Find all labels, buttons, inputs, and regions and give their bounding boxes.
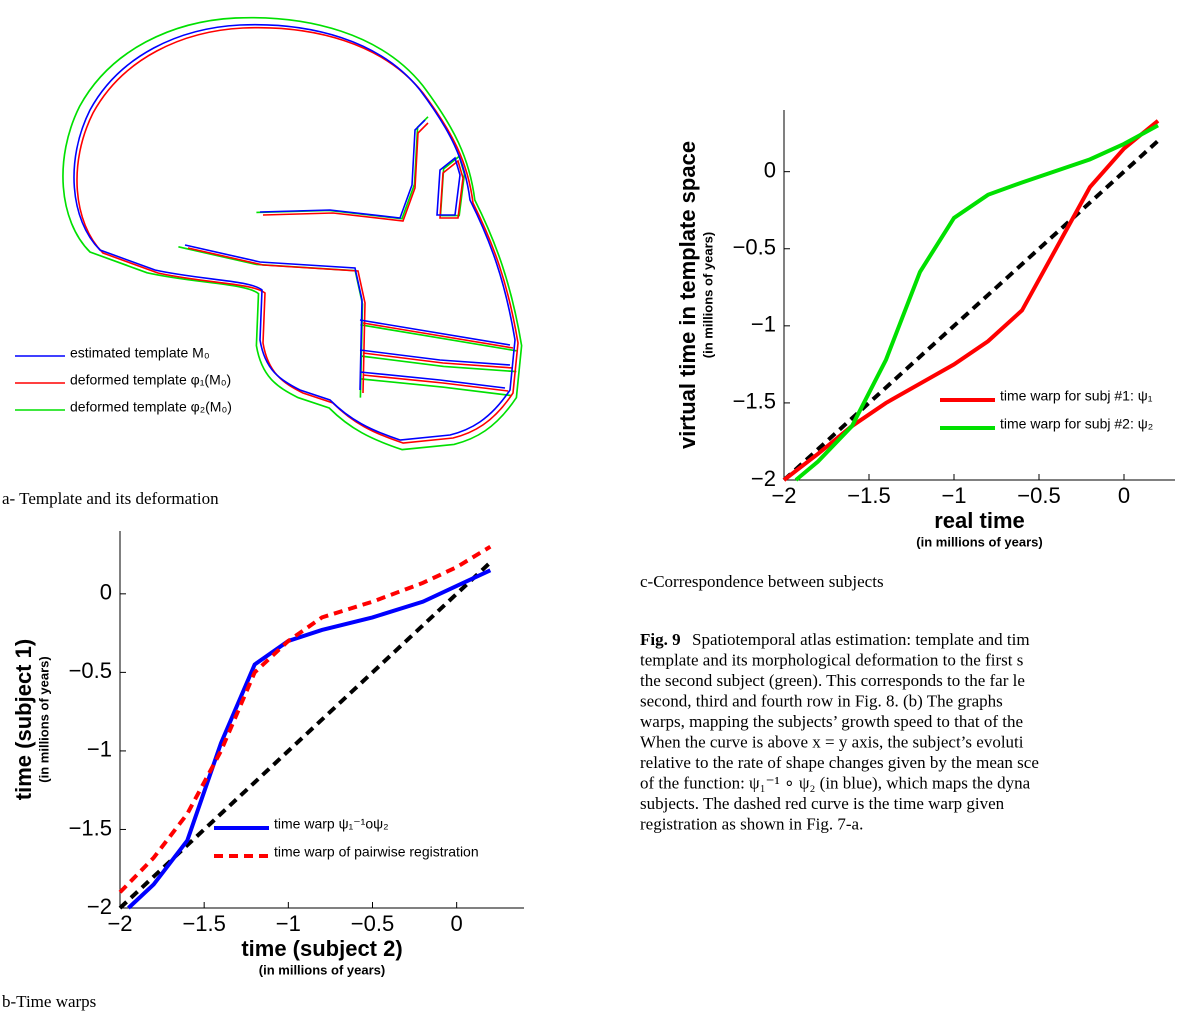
charts: −2 −1.5 −1 −0.5 0 −2 −1.5 −1 −0.5 0 time (subject … [2,110,1175,1011]
fig-label: Fig. 9 [640,630,681,649]
legend-label: deformed template φ₂(M₀) [70,399,232,415]
caption: c-Correspondence between subjects [640,572,884,591]
caption-line: Spatiotemporal atlas estimation: templat… [692,630,1030,649]
caption-a: a- Template and its deformation [2,489,219,508]
x-tick-label: −0.5 [351,911,394,936]
legend-label: time warp ψ₁⁻¹οψ₂ [274,816,389,832]
y-tick-label: 0 [764,157,776,182]
y-label-sub: (in millions of years) [700,232,715,358]
y-tick-label: −2 [751,466,776,491]
caption-line: relative to the rate of shape changes gi… [640,753,1039,772]
legend-label: time warp for subj #2: ψ₂ [1000,416,1153,432]
reference-line [118,560,492,910]
y-label: time (subject 1) [11,639,36,800]
y-tick-label: −1 [87,737,112,762]
caption-line: subjects. The dashed red curve is the ti… [640,794,1005,813]
y-label: virtual time in template space [675,141,700,449]
legend-label: estimated template M₀ [70,345,210,361]
y-tick-label: −1 [751,312,776,337]
y-tick-label: 0 [100,580,112,605]
x-tick-label: −1 [276,911,301,936]
caption-line: of the function: ψ₁⁻¹ ∘ ψ₂ (in blue), wh… [640,773,1031,792]
y-tick-label: −1.5 [69,815,112,840]
x-label: real time [934,508,1025,533]
series-line [118,544,492,894]
caption-line: When the curve is above x = y axis, the … [640,732,1024,751]
x-tick-label: −1.5 [847,483,890,508]
x-tick-label: −2 [107,911,132,936]
y-label-sub: (in millions of years) [36,656,51,782]
y-tick-label: −0.5 [69,658,112,683]
caption: b-Time warps [2,992,96,1011]
x-tick-label: 0 [451,911,463,936]
caption-line: second, third and fourth row in Fig. 8. … [640,691,1003,710]
x-label-sub: (in millions of years) [259,962,385,977]
legend-label: time warp for subj #1: ψ₁ [1000,388,1153,404]
caption-line: template and its morphological deformati… [640,650,1023,669]
x-tick-label: −1 [941,483,966,508]
legend-label: time warp of pairwise registration [274,844,479,860]
reference-line [782,139,1160,482]
caption-line: warps, mapping the subjects’ growth spee… [640,712,1023,731]
x-tick-label: −1.5 [182,911,225,936]
legend-a: estimated template M₀ deformed template φ… [15,345,232,415]
caption-line: the second subject (green). This corresp… [640,671,1025,690]
x-label-sub: (in millions of years) [916,534,1042,549]
series-line [794,123,1159,482]
x-tick-label: −2 [771,483,796,508]
x-tick-label: −0.5 [1017,483,1060,508]
y-tick-label: −0.5 [733,235,776,260]
legend-label: deformed template φ₁(M₀) [70,372,231,388]
x-tick-label: 0 [1118,483,1130,508]
y-tick-label: −1.5 [733,389,776,414]
figure-caption: Fig. 9 Spatiotemporal atlas estimation: t… [640,630,1039,834]
y-tick-label: −2 [87,894,112,919]
x-label: time (subject 2) [241,936,402,961]
caption-line: registration as shown in Fig. 7-a. [640,814,863,833]
